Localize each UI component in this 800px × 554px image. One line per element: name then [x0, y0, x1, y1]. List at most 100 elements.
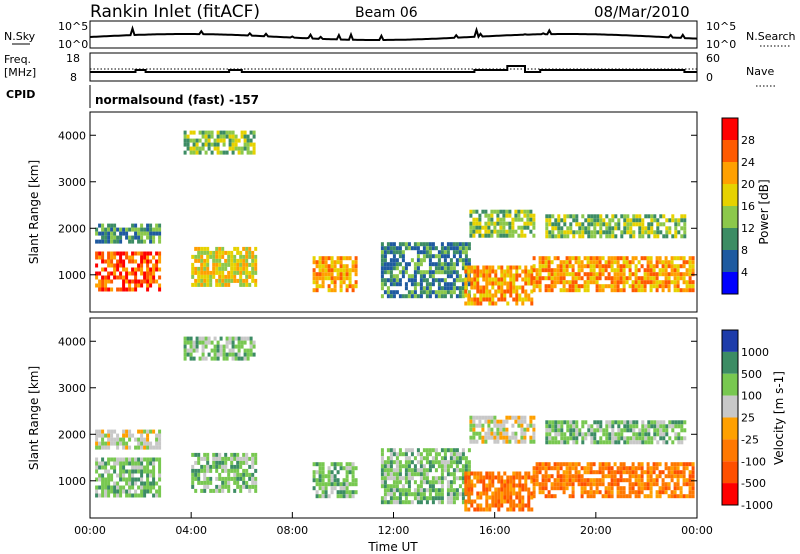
range-cell	[634, 264, 638, 269]
range-cell	[339, 482, 343, 487]
range-cell	[149, 429, 153, 434]
range-cell	[556, 462, 560, 467]
range-cell	[416, 448, 420, 453]
range-cell	[203, 270, 207, 275]
range-cell	[490, 233, 494, 238]
range-cell	[330, 490, 334, 495]
range-cell	[125, 489, 129, 494]
range-cell	[434, 278, 438, 283]
range-cell	[107, 429, 111, 434]
range-cell	[679, 462, 683, 467]
range-cell	[225, 150, 229, 155]
range-cell	[557, 428, 561, 433]
range-cell	[467, 277, 471, 282]
range-cell	[548, 428, 552, 433]
range-cell	[611, 214, 615, 219]
range-cell	[631, 288, 635, 293]
range-cell	[488, 479, 492, 484]
range-cell	[425, 448, 429, 453]
range-cell	[632, 436, 636, 441]
range-cell	[422, 488, 426, 493]
range-cell	[476, 281, 480, 286]
range-cell	[189, 130, 193, 135]
range-cell	[240, 344, 244, 349]
range-cell	[515, 297, 519, 302]
range-cell	[625, 264, 629, 269]
range-cell	[614, 214, 618, 219]
range-cell	[449, 496, 453, 501]
range-cell	[499, 217, 503, 222]
range-cell	[413, 468, 417, 473]
range-cell	[152, 465, 156, 470]
range-cell	[659, 436, 663, 441]
range-cell	[383, 484, 387, 489]
range-cell	[658, 268, 662, 273]
range-cell	[658, 256, 662, 261]
range-cell	[554, 424, 558, 429]
range-cell	[626, 218, 630, 223]
range-cell	[548, 436, 552, 441]
range-cell	[386, 246, 390, 251]
range-cell	[431, 448, 435, 453]
range-cell	[494, 277, 498, 282]
range-cell	[580, 474, 584, 479]
range-cell	[589, 494, 593, 499]
range-cell	[655, 494, 659, 499]
range-cell	[580, 486, 584, 491]
range-cell	[324, 272, 328, 277]
range-cell	[604, 490, 608, 495]
range-cell	[610, 268, 614, 273]
range-cell	[634, 288, 638, 293]
range-cell	[497, 297, 501, 302]
range-cell	[324, 486, 328, 491]
range-cell	[200, 266, 204, 271]
range-cell	[209, 250, 213, 255]
range-cell	[526, 221, 530, 226]
range-cell	[389, 448, 393, 453]
range-cell	[613, 268, 617, 273]
range-cell	[216, 352, 220, 357]
range-cell	[677, 440, 681, 445]
range-cell	[530, 475, 534, 480]
range-cell	[638, 440, 642, 445]
range-cell	[464, 250, 468, 255]
range-cell	[682, 264, 686, 269]
range-cell	[209, 468, 213, 473]
range-cell	[629, 218, 633, 223]
range-cell	[649, 280, 653, 285]
range-cell	[461, 472, 465, 477]
range-cell	[110, 437, 114, 442]
range-cell	[586, 482, 590, 487]
colorbar-tick-label: -1000	[741, 499, 773, 512]
range-cell	[520, 427, 524, 432]
range-cell	[499, 221, 503, 226]
range-cell	[544, 256, 548, 261]
range-cell	[248, 472, 252, 477]
range-cell	[434, 492, 438, 497]
range-cell	[122, 437, 126, 442]
range-cell	[149, 251, 153, 256]
range-cell	[604, 264, 608, 269]
range-cell	[125, 271, 129, 276]
range-cell	[641, 440, 645, 445]
range-cell	[596, 230, 600, 235]
range-cell	[137, 445, 141, 450]
range-cell	[434, 266, 438, 271]
range-cell	[523, 427, 527, 432]
range-cell	[134, 259, 138, 264]
range-cell	[685, 268, 689, 273]
range-cell	[204, 150, 208, 155]
range-cell	[225, 336, 229, 341]
range-cell	[318, 462, 322, 467]
range-cell	[119, 235, 123, 240]
range-cell	[434, 476, 438, 481]
range-cell	[95, 469, 99, 474]
range-cell	[575, 214, 579, 219]
range-cell	[440, 250, 444, 255]
range-cell	[599, 222, 603, 227]
range-cell	[682, 276, 686, 281]
range-cell	[113, 493, 117, 498]
range-cell	[446, 286, 450, 291]
range-cell	[380, 496, 384, 501]
range-cell	[530, 491, 534, 496]
